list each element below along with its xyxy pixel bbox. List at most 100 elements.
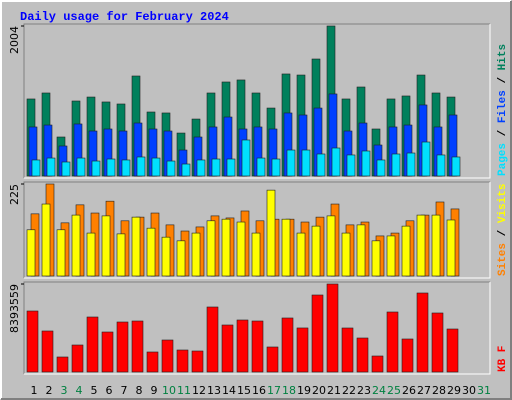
bar [451,156,461,177]
bar [281,218,291,277]
x-tick-label: 9 [151,384,158,397]
bar [376,159,386,177]
bar [406,152,416,177]
bar [431,214,441,277]
bar [371,355,384,373]
bar [131,216,141,277]
bar [86,232,96,277]
x-tick-label: 7 [121,384,128,397]
bar [311,294,324,373]
legend-entry: Pages [497,143,509,176]
x-tick-label: 8 [136,384,143,397]
bar [191,232,201,277]
bar [76,157,86,177]
bar [221,324,234,373]
bar [281,317,294,373]
bar [251,232,261,277]
bar [91,160,101,177]
x-tick-label: 22 [342,384,356,397]
bar [56,356,69,373]
bar [161,236,171,277]
panel-frame-light [24,282,491,375]
bar [61,161,71,177]
panel-frame-dark [23,281,490,374]
bar [46,157,56,177]
legend-separator: / [497,123,509,143]
bar [86,316,99,373]
bar [361,150,371,177]
bar [236,221,246,277]
bar [386,235,396,277]
bar [331,147,341,177]
bar [26,229,36,277]
bar [136,156,146,177]
y-tick-label: 8393559 [8,284,21,333]
legend-entry: Hits [497,44,509,70]
bar [101,331,114,373]
bar [121,159,131,177]
bar [356,337,369,373]
bar [146,351,159,373]
bar [196,159,206,177]
bar [446,328,459,373]
bar [106,158,116,177]
bar [326,215,336,277]
bar [271,158,281,177]
bar [41,203,51,277]
panel-frame-dark [23,23,490,178]
bar [146,227,156,277]
bar [176,240,186,277]
x-tick-label: 27 [417,384,431,397]
bar [151,157,161,177]
legend: Sites / Visits [497,184,509,276]
bar [386,311,399,373]
legend-entry: Sites [497,243,509,276]
x-tick-label: 11 [177,384,191,397]
bar [166,160,176,177]
bar [181,163,191,177]
x-tick-label: 25 [387,384,401,397]
bar [296,327,309,373]
bar [176,349,189,373]
bar [446,219,456,277]
bar [356,224,366,277]
bar [311,225,321,277]
bar [371,240,381,277]
x-tick-label: 2 [46,384,53,397]
bar [301,149,311,177]
y-tick-label: 2004 [8,26,21,54]
x-tick-label: 10 [162,384,176,397]
panel-frame-light [24,24,491,179]
x-tick-label: 26 [402,384,416,397]
bar [26,310,39,373]
legend-separator: / [497,223,509,243]
bar [431,312,444,373]
bar [71,344,84,373]
chart-title: Daily usage for February 2024 [20,10,229,24]
bar [241,139,251,177]
bar [421,141,431,177]
bar [236,319,249,373]
x-tick-label: 6 [106,384,113,397]
bar [341,327,354,373]
bar [316,153,326,177]
bar [416,292,429,373]
legend: Pages / Files / Hits [497,44,509,176]
bar [401,225,411,277]
bar [221,218,231,277]
bar [56,229,66,277]
bar [226,158,236,177]
x-tick-label: 3 [61,384,68,397]
bar [191,350,204,373]
x-tick-label: 16 [252,384,266,397]
legend-entry: Visits [497,184,509,224]
legend-entry: KB F [497,346,509,372]
legend: KB F [497,346,509,372]
panel-frame-dark [23,181,490,278]
bar [101,215,111,277]
x-tick-label: 21 [327,384,341,397]
